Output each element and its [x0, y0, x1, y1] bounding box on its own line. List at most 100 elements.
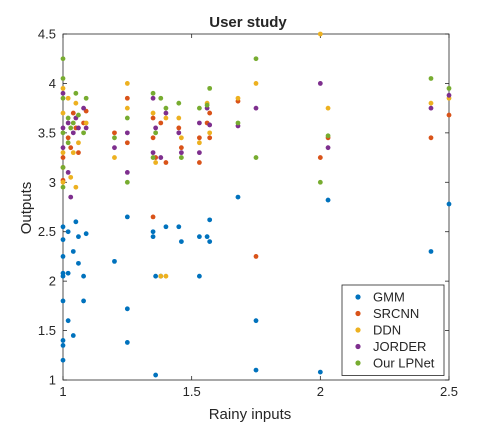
- data-point-srcnn: [446, 112, 452, 118]
- chart-title: User study: [209, 14, 287, 31]
- data-point-gmm: [124, 340, 130, 345]
- data-point-jorder: [65, 170, 71, 175]
- data-point-gmm: [73, 219, 79, 225]
- data-point-gmm: [446, 201, 452, 207]
- legend-marker-gmm: [355, 294, 361, 300]
- y-axis-label: Outputs: [18, 182, 35, 235]
- data-point-ddn: [83, 120, 89, 126]
- data-point-ddn: [70, 150, 76, 156]
- y-tick-label: 1: [49, 373, 56, 388]
- data-point-jorder: [325, 145, 331, 151]
- x-tick-label: 2.5: [440, 384, 458, 399]
- data-point-our-lpnet: [60, 95, 66, 101]
- data-point-ddn: [73, 184, 79, 190]
- y-tick-label: 2.5: [38, 224, 56, 239]
- data-point-jorder: [83, 125, 89, 131]
- data-point-srcnn: [150, 214, 156, 220]
- data-point-gmm: [112, 258, 117, 264]
- data-point-our-lpnet: [81, 130, 86, 136]
- data-point-ddn: [124, 81, 130, 86]
- data-point-our-lpnet: [70, 120, 76, 126]
- legend-label-ddn: DDN: [373, 323, 401, 338]
- data-point-srcnn: [176, 125, 182, 131]
- data-point-our-lpnet: [124, 179, 130, 185]
- data-point-ddn: [235, 95, 241, 101]
- data-point-jorder: [253, 105, 259, 111]
- data-point-jorder: [124, 130, 130, 136]
- data-point-jorder: [317, 81, 323, 86]
- data-point-jorder: [60, 145, 66, 151]
- legend-label-gmm: GMM: [373, 290, 405, 305]
- data-point-gmm: [178, 239, 184, 245]
- data-point-our-lpnet: [325, 133, 331, 139]
- data-point-jorder: [60, 90, 66, 96]
- data-point-srcnn: [68, 145, 74, 151]
- data-point-our-lpnet: [112, 135, 117, 141]
- data-point-our-lpnet: [176, 100, 182, 106]
- data-point-jorder: [68, 194, 74, 200]
- data-point-gmm: [253, 318, 259, 324]
- data-point-gmm: [65, 318, 71, 324]
- data-point-gmm: [70, 249, 76, 254]
- y-tick-label: 2: [49, 274, 56, 289]
- data-point-our-lpnet: [253, 155, 259, 160]
- legend-label-our-lpnet: Our LPNet: [373, 356, 435, 371]
- data-point-our-lpnet: [150, 155, 156, 160]
- data-point-gmm: [60, 357, 66, 363]
- data-point-ddn: [317, 31, 323, 37]
- data-point-our-lpnet: [60, 165, 66, 170]
- data-point-ddn: [176, 115, 182, 121]
- legend-label-srcnn: SRCNN: [373, 306, 419, 321]
- data-point-our-lpnet: [253, 56, 259, 62]
- data-point-gmm: [70, 333, 76, 338]
- data-point-our-lpnet: [428, 76, 434, 81]
- data-point-our-lpnet: [446, 85, 452, 91]
- data-point-gmm: [207, 217, 213, 223]
- legend-marker-our-lpnet: [355, 360, 361, 366]
- data-point-gmm: [81, 298, 86, 304]
- data-point-our-lpnet: [158, 95, 164, 101]
- data-point-gmm: [65, 270, 71, 276]
- data-point-jorder: [163, 110, 169, 116]
- data-point-srcnn: [196, 135, 202, 141]
- data-point-jorder: [65, 120, 71, 126]
- data-point-our-lpnet: [76, 112, 81, 118]
- x-axis-label: Rainy inputs: [209, 406, 292, 423]
- data-point-srcnn: [112, 130, 117, 136]
- data-point-jorder: [153, 125, 159, 131]
- data-point-ddn: [60, 110, 66, 116]
- data-point-srcnn: [150, 135, 156, 141]
- data-point-ddn: [196, 140, 202, 146]
- data-point-ddn: [68, 174, 74, 180]
- data-point-our-lpnet: [60, 184, 66, 190]
- plot-area-frame: [62, 33, 450, 381]
- data-point-jorder: [176, 130, 182, 136]
- data-point-ddn: [60, 150, 66, 156]
- data-point-srcnn: [65, 135, 71, 141]
- data-point-jorder: [178, 150, 184, 156]
- data-point-gmm: [428, 249, 434, 254]
- data-point-gmm: [76, 234, 81, 240]
- data-point-jorder: [60, 125, 66, 131]
- data-point-ddn: [124, 105, 130, 111]
- x-tick-label: 1.5: [183, 384, 201, 399]
- data-point-srcnn: [428, 135, 434, 141]
- data-point-gmm: [60, 298, 66, 304]
- data-point-ddn: [65, 95, 71, 101]
- data-point-ddn: [178, 135, 184, 141]
- y-tick-label: 3: [49, 175, 56, 190]
- data-point-ddn: [163, 273, 169, 279]
- data-point-gmm: [83, 231, 89, 237]
- data-point-gmm: [153, 372, 159, 378]
- legend-label-jorder: JORDER: [373, 339, 426, 354]
- data-point-ddn: [76, 140, 81, 146]
- data-point-gmm: [81, 273, 86, 279]
- data-point-jorder: [446, 92, 452, 98]
- data-point-gmm: [124, 214, 130, 220]
- data-point-our-lpnet: [65, 115, 71, 121]
- data-point-gmm: [317, 369, 323, 375]
- data-point-gmm: [76, 260, 81, 266]
- y-tick-label: 4: [49, 76, 56, 91]
